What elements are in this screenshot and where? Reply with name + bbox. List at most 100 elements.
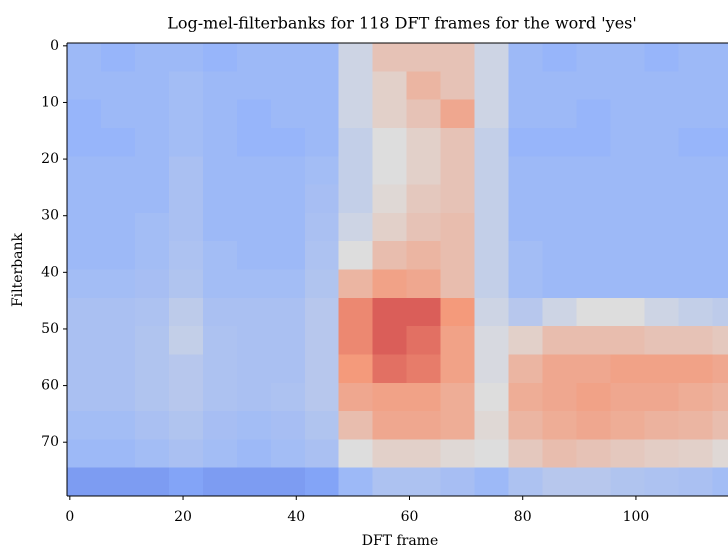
heatmap-cell xyxy=(712,212,728,242)
heatmap-cell xyxy=(372,354,408,384)
heatmap-cell xyxy=(576,354,611,384)
y-tick-label: 20 xyxy=(41,151,59,167)
heatmap-cell xyxy=(610,439,645,469)
heatmap-cell xyxy=(610,382,645,412)
heatmap-cell xyxy=(304,184,340,214)
heatmap-cell xyxy=(202,99,238,129)
heatmap-cell xyxy=(576,269,611,299)
heatmap-cell xyxy=(644,411,679,440)
heatmap-cell xyxy=(440,99,476,129)
heatmap-cell xyxy=(508,127,544,157)
heatmap-cell xyxy=(270,127,306,157)
heatmap-cell xyxy=(678,326,713,355)
heatmap-cell xyxy=(644,297,679,327)
heatmap-cell xyxy=(440,241,476,270)
heatmap-cell xyxy=(100,467,136,497)
heatmap-cell xyxy=(67,297,102,327)
heatmap-cell xyxy=(542,127,577,157)
heatmap-cell xyxy=(236,269,272,299)
heatmap-cell xyxy=(440,71,476,101)
heatmap-cell xyxy=(474,212,510,242)
heatmap-cell xyxy=(712,382,728,412)
heatmap-cell xyxy=(168,439,204,469)
heatmap-cell xyxy=(134,411,170,440)
heatmap-cell xyxy=(508,212,544,242)
heatmap-cell xyxy=(474,71,510,101)
heatmap-cell xyxy=(576,467,611,497)
heatmap-cell xyxy=(406,43,442,72)
heatmap-cell xyxy=(236,297,272,327)
heatmap-cell xyxy=(168,43,204,72)
heatmap-cell xyxy=(440,354,476,384)
heatmap-cell xyxy=(712,269,728,299)
heatmap-cell xyxy=(338,326,374,355)
heatmap-cell xyxy=(644,326,679,355)
heatmap-cell xyxy=(576,297,611,327)
heatmap-cell xyxy=(644,212,679,242)
heatmap-cell xyxy=(236,241,272,270)
heatmap-cell xyxy=(236,212,272,242)
heatmap-cell xyxy=(100,212,136,242)
heatmap-cell xyxy=(304,127,340,157)
heatmap-cell xyxy=(712,326,728,355)
heatmap-cell xyxy=(202,439,238,469)
heatmap-cell xyxy=(202,156,238,186)
heatmap-cell xyxy=(100,99,136,129)
heatmap-cell xyxy=(100,241,136,270)
heatmap-cell xyxy=(712,297,728,327)
heatmap-cell xyxy=(576,71,611,101)
heatmap-cell xyxy=(406,241,442,270)
heatmap-cell xyxy=(134,184,170,214)
heatmap-cell xyxy=(67,326,102,355)
heatmap-cell xyxy=(338,241,374,270)
heatmap-cell xyxy=(236,43,272,72)
heatmap-cell xyxy=(712,156,728,186)
heatmap-cell xyxy=(202,382,238,412)
heatmap-cell xyxy=(542,99,577,129)
heatmap-cell xyxy=(338,467,374,497)
heatmap-cell xyxy=(508,382,544,412)
heatmap-cell xyxy=(678,297,713,327)
heatmap-cell xyxy=(678,71,713,101)
heatmap-cell xyxy=(372,212,408,242)
heatmap-cell xyxy=(270,212,306,242)
heatmap-cell xyxy=(644,156,679,186)
heatmap-cell xyxy=(134,43,170,72)
heatmap-cell xyxy=(372,269,408,299)
heatmap-cell xyxy=(712,439,728,469)
heatmap-cell xyxy=(168,382,204,412)
heatmap-cell xyxy=(270,71,306,101)
heatmap-cell xyxy=(542,326,577,355)
y-axis-label: Filterbank xyxy=(10,232,26,307)
heatmap-cell xyxy=(372,382,408,412)
heatmap-cell xyxy=(338,411,374,440)
heatmap-cell xyxy=(406,326,442,355)
heatmap-cell xyxy=(542,241,577,270)
heatmap-cell xyxy=(542,411,577,440)
heatmap-cell xyxy=(270,467,306,497)
heatmap-cell xyxy=(576,212,611,242)
heatmap-cells xyxy=(67,43,728,497)
heatmap-cell xyxy=(474,467,510,497)
heatmap-cell xyxy=(508,184,544,214)
heatmap-cell xyxy=(508,297,544,327)
heatmap-cell xyxy=(304,297,340,327)
heatmap-cell xyxy=(610,467,645,497)
heatmap-cell xyxy=(712,127,728,157)
heatmap-cell xyxy=(372,184,408,214)
heatmap-cell xyxy=(134,269,170,299)
heatmap-cell xyxy=(168,71,204,101)
heatmap-cell xyxy=(678,156,713,186)
y-tick-label: 50 xyxy=(41,321,59,337)
heatmap-cell xyxy=(644,71,679,101)
heatmap-cell xyxy=(100,354,136,384)
heatmap-cell xyxy=(134,439,170,469)
heatmap-cell xyxy=(100,382,136,412)
x-tick-label: 80 xyxy=(514,509,532,525)
heatmap-cell xyxy=(474,43,510,72)
heatmap-cell xyxy=(406,354,442,384)
heatmap-cell xyxy=(678,43,713,72)
heatmap-cell xyxy=(678,411,713,440)
heatmap-cell xyxy=(406,184,442,214)
heatmap-cell xyxy=(712,467,728,497)
